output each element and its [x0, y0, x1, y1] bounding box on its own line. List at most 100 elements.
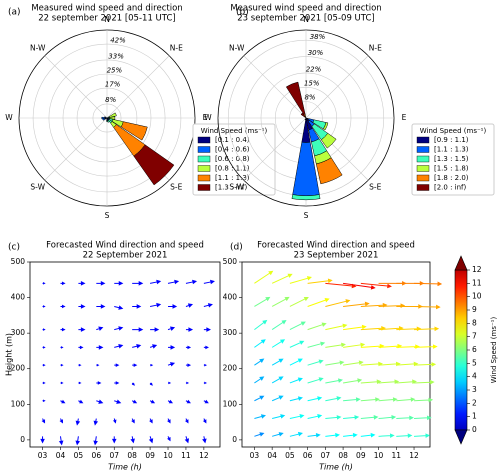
wind-arrow — [75, 418, 81, 426]
rose-segment — [120, 121, 148, 141]
wind-arrow — [42, 363, 46, 367]
wind-arrow — [185, 327, 194, 332]
wind-arrow — [167, 418, 171, 424]
wind-arrow — [114, 381, 120, 385]
wind-arrow — [343, 415, 360, 420]
r-tick-label: 15% — [304, 80, 320, 88]
legend-swatch — [197, 165, 211, 172]
x-tick-label: 07 — [321, 451, 331, 460]
wind-arrow — [414, 362, 437, 367]
x-tick-label: 10 — [163, 451, 173, 460]
wind-arrow — [289, 358, 303, 366]
legend-label: [0.8 : 1.1) — [215, 165, 250, 173]
spoke-grid — [243, 117, 307, 181]
wind-arrow — [96, 381, 102, 385]
wind-arrow — [167, 362, 176, 367]
direction-label: N-E — [369, 44, 382, 53]
legend-swatch — [416, 184, 430, 191]
wind-arrow — [414, 379, 435, 385]
wind-arrow — [378, 361, 401, 367]
rose-segment — [304, 117, 307, 121]
chart-title: Measured wind speed and direction — [31, 4, 182, 14]
wind-arrow — [254, 319, 268, 330]
direction-label: N — [104, 15, 110, 24]
wind-arrow — [378, 397, 398, 402]
wind-arrow — [289, 396, 303, 402]
panel-label: (b) — [236, 8, 249, 18]
legend-title: Wind Speed (ms⁻¹) — [201, 127, 268, 135]
y-axis-label: Height (m) — [5, 333, 14, 376]
plot-frame — [241, 261, 431, 448]
wind-arrow — [185, 345, 192, 350]
r-tick-label: 42% — [110, 37, 126, 45]
wind-arrow — [307, 377, 324, 384]
wind-arrow — [185, 303, 194, 308]
wind-arrow — [396, 379, 417, 385]
chart-title: 23 September 2021 — [294, 251, 379, 261]
direction-label: N-W — [229, 44, 245, 53]
wind-arrow — [149, 418, 153, 424]
direction-label: W — [204, 113, 212, 122]
colorbar-tick-label: 7 — [472, 332, 477, 341]
wind-arrow — [60, 381, 64, 385]
colorbar-tick-label: 9 — [472, 305, 477, 314]
wind-arrow — [132, 343, 142, 349]
x-tick-label: 03 — [38, 451, 48, 460]
legend-swatch — [197, 184, 211, 191]
legend-label: [1.1 : 1.3) — [215, 174, 250, 182]
wind-arrow — [168, 381, 172, 385]
wind-arrow — [271, 376, 284, 384]
x-tick-label: 03 — [250, 451, 260, 460]
wind-arrow — [396, 433, 413, 438]
wind-arrow — [131, 399, 138, 404]
wind-arrow — [203, 345, 209, 350]
wind-arrow — [343, 301, 370, 307]
wind-arrow — [325, 415, 342, 420]
legend-label: [1.8 : 2.0) — [434, 174, 469, 182]
wind-arrow — [78, 345, 84, 350]
direction-label: S-E — [170, 182, 182, 191]
legend-swatch — [197, 136, 211, 144]
x-tick-label: 09 — [356, 451, 366, 460]
direction-label: E — [203, 113, 208, 122]
wind-arrow — [93, 418, 99, 426]
legend-box — [192, 123, 276, 196]
wind-arrow — [254, 432, 265, 437]
wind-arrow — [132, 281, 144, 286]
wind-arrow — [60, 399, 66, 404]
spoke-grid — [106, 55, 170, 119]
spoke-grid — [305, 55, 369, 119]
wind-arrow — [148, 436, 154, 444]
wind-arrow — [75, 436, 80, 446]
wind-arrow — [325, 282, 357, 289]
wind-arrow — [360, 432, 376, 438]
wind-arrow — [167, 326, 176, 331]
legend-label: [0.9 : 1.1) — [434, 136, 469, 144]
wind-arrow — [343, 432, 358, 438]
colorbar-tick-label: 8 — [472, 318, 477, 327]
r-tick-label: 38% — [310, 33, 326, 41]
legend-swatch — [197, 146, 211, 153]
wind-arrow — [131, 418, 135, 424]
wind-arrow — [114, 326, 124, 331]
legend-swatch — [416, 165, 430, 172]
wind-arrow — [325, 378, 343, 384]
wind-arrow — [289, 414, 305, 420]
direction-label: N — [303, 15, 309, 24]
plot-frame — [29, 261, 221, 448]
x-tick-label: 12 — [409, 451, 419, 460]
wind-arrow — [149, 382, 153, 386]
colorbar-tick-label: 5 — [472, 358, 477, 367]
wind-arrow — [203, 327, 211, 332]
wind-arrow — [78, 399, 84, 404]
wind-arrow — [307, 414, 323, 420]
legend-label: [0.1 : 0.4) — [215, 136, 250, 144]
wind-arrow — [325, 360, 345, 366]
wind-arrow — [42, 381, 46, 385]
wind-arrow — [325, 323, 348, 331]
x-tick-label: 12 — [199, 451, 209, 460]
wind-arrow — [149, 302, 162, 308]
direction-label: S — [105, 211, 110, 220]
wind-arrow — [272, 432, 284, 437]
wind-arrow — [78, 363, 82, 367]
